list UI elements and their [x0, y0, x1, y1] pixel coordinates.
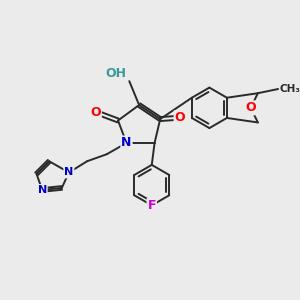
Text: OH: OH: [105, 67, 126, 80]
Text: O: O: [175, 111, 185, 124]
Text: N: N: [38, 185, 47, 195]
Text: O: O: [245, 101, 256, 114]
Text: O: O: [90, 106, 101, 118]
Text: F: F: [148, 199, 156, 212]
Text: N: N: [64, 167, 74, 178]
Text: N: N: [121, 136, 132, 149]
Text: CH₃: CH₃: [280, 84, 300, 94]
